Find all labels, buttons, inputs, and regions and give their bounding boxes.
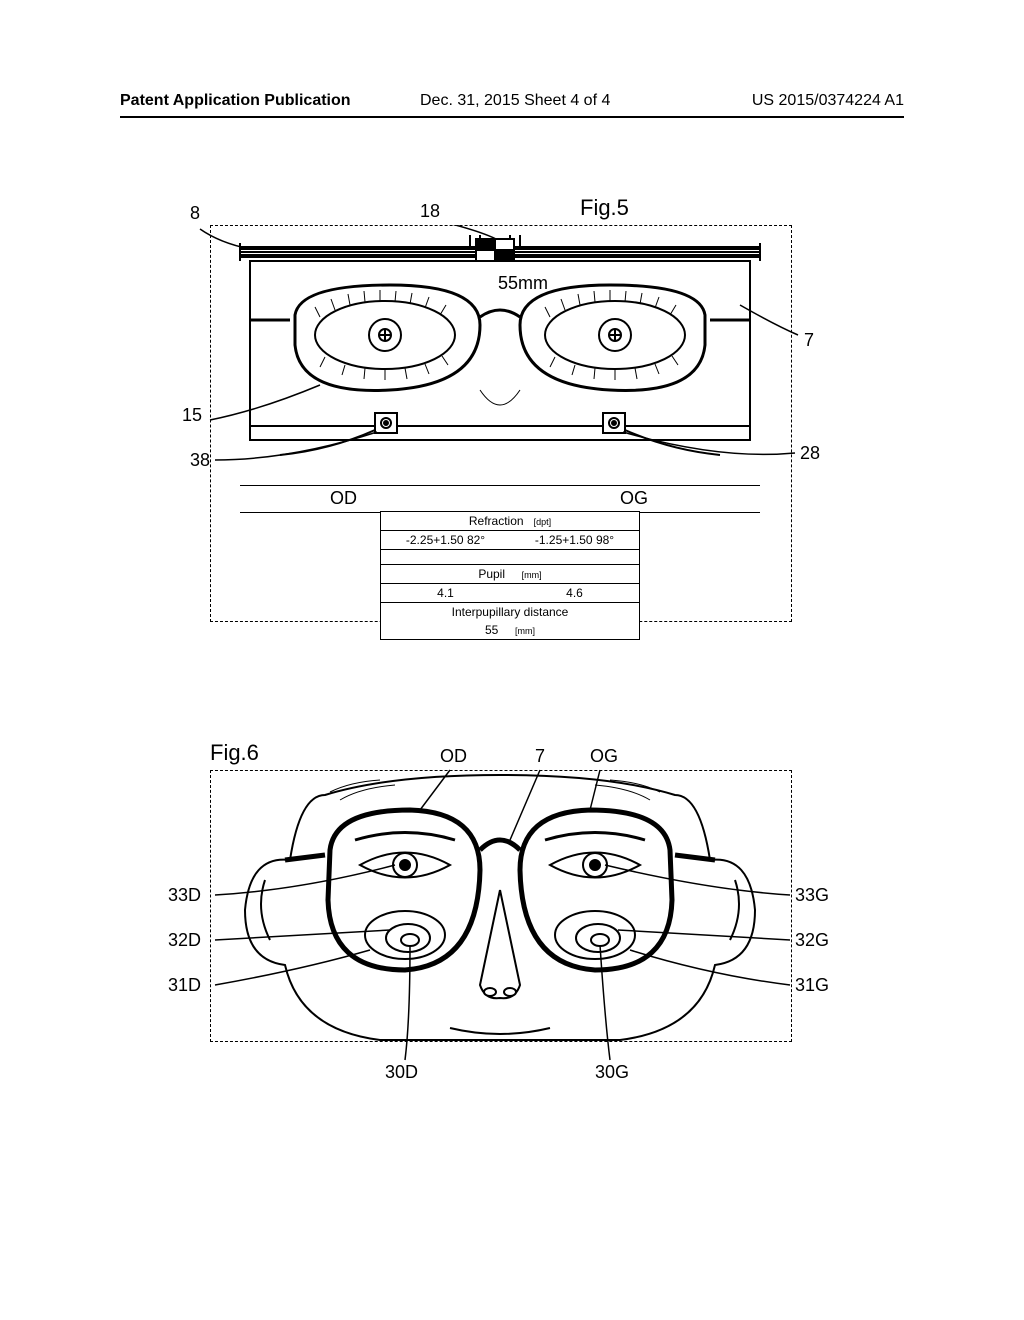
pupil-title: Pupil (478, 567, 505, 581)
fig6-n32d: 32D (168, 930, 201, 951)
refraction-og: -1.25+1.50 98° (510, 531, 640, 550)
fig6-n33g: 33G (795, 885, 829, 906)
page-header: Patent Application Publication Dec. 31, … (120, 86, 904, 118)
header-right: US 2015/0374224 A1 (752, 92, 904, 110)
pupil-og: 4.6 (510, 584, 640, 603)
refraction-od: -2.25+1.50 82° (381, 531, 511, 550)
patent-page: Patent Application Publication Dec. 31, … (0, 0, 1024, 1320)
header-left: Patent Application Publication (120, 92, 351, 110)
fig5-label-28: 28 (800, 443, 820, 464)
fig5-label-7: 7 (804, 330, 814, 351)
fig6-n31g: 31G (795, 975, 829, 996)
fig6-n7: 7 (535, 746, 545, 767)
fig6-od: OD (440, 746, 467, 767)
fig5-label-38: 38 (190, 450, 210, 471)
fig6-n30d: 30D (385, 1062, 418, 1083)
header-center: Dec. 31, 2015 Sheet 4 of 4 (420, 92, 610, 110)
refraction-unit: [dpt] (534, 517, 552, 527)
fig5-label-8: 8 (190, 203, 200, 224)
fig5-od: OD (330, 488, 357, 509)
fig6-drawing (150, 740, 850, 1100)
ipd-unit: [mm] (515, 626, 535, 636)
fig5-label-15: 15 (182, 405, 202, 426)
fig6-n30g: 30G (595, 1062, 629, 1083)
pupil-unit: [mm] (522, 570, 542, 580)
fig5-pd-label: 55mm (498, 273, 548, 294)
fig5-data-table: Refraction [dpt] -2.25+1.50 82° -1.25+1.… (380, 511, 640, 640)
fig5-drawing (180, 225, 820, 515)
fig6-og: OG (590, 746, 618, 767)
pupil-od: 4.1 (381, 584, 511, 603)
ipd-value: 55 (485, 623, 498, 637)
fig6-n33d: 33D (168, 885, 201, 906)
figure-5: Fig.5 (180, 195, 820, 625)
fig6-n31d: 31D (168, 975, 201, 996)
ipd-title: Interpupillary distance (452, 605, 569, 619)
refraction-title: Refraction (469, 514, 524, 528)
fig5-og: OG (620, 488, 648, 509)
fig5-label-18: 18 (420, 201, 440, 222)
figure-6: Fig.6 (150, 740, 850, 1100)
fig6-n32g: 32G (795, 930, 829, 951)
fig5-title: Fig.5 (580, 195, 629, 221)
